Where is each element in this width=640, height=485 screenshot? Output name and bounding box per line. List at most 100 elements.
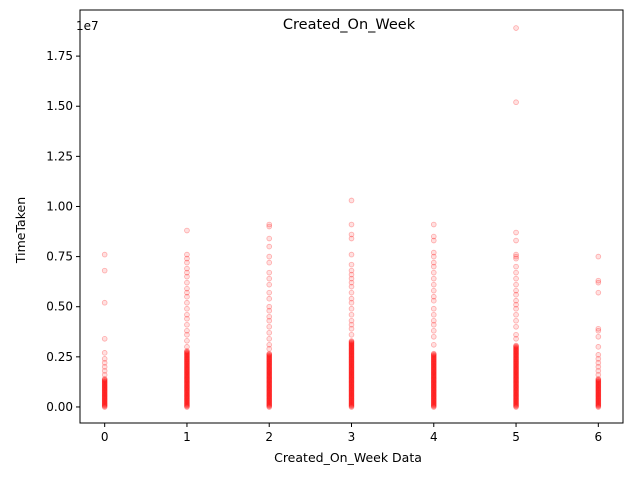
data-point bbox=[430, 394, 437, 400]
data-point bbox=[348, 235, 355, 242]
data-point bbox=[595, 364, 602, 370]
data-point bbox=[266, 329, 273, 336]
data-point bbox=[348, 368, 355, 375]
data-point bbox=[266, 387, 273, 393]
data-point bbox=[101, 401, 108, 408]
data-point bbox=[101, 387, 108, 394]
data-point bbox=[513, 399, 519, 406]
data-point bbox=[430, 390, 437, 397]
data-point bbox=[513, 301, 519, 308]
data-point bbox=[184, 397, 190, 404]
data-point bbox=[513, 371, 519, 378]
data-point bbox=[184, 273, 190, 280]
x-tick-label: 3 bbox=[348, 430, 356, 444]
data-point bbox=[266, 323, 273, 330]
data-point bbox=[101, 387, 108, 393]
data-point bbox=[184, 401, 190, 408]
data-point bbox=[430, 359, 437, 366]
data-point bbox=[184, 371, 190, 378]
data-point bbox=[348, 385, 355, 391]
data-point bbox=[266, 397, 273, 404]
data-point bbox=[595, 377, 602, 384]
data-point bbox=[348, 344, 355, 351]
data-point bbox=[348, 346, 355, 353]
data-point bbox=[184, 350, 190, 356]
data-point bbox=[513, 397, 519, 404]
data-point bbox=[430, 253, 437, 260]
data-point bbox=[184, 305, 190, 312]
data-point bbox=[430, 384, 437, 390]
data-point bbox=[348, 379, 355, 386]
data-point bbox=[595, 392, 602, 399]
data-point bbox=[266, 289, 273, 296]
data-point bbox=[348, 311, 355, 318]
data-point bbox=[101, 391, 108, 398]
data-point bbox=[184, 387, 190, 394]
data-point bbox=[266, 313, 273, 320]
data-point bbox=[513, 345, 519, 352]
data-point bbox=[595, 386, 602, 392]
data-point bbox=[266, 378, 273, 385]
data-point bbox=[595, 368, 602, 374]
data-point bbox=[266, 391, 273, 398]
x-tick-label: 6 bbox=[594, 430, 602, 444]
data-point bbox=[101, 397, 108, 404]
data-point bbox=[513, 354, 519, 361]
data-point bbox=[513, 386, 519, 392]
data-point bbox=[184, 376, 190, 382]
data-point bbox=[513, 335, 519, 342]
data-point bbox=[595, 279, 602, 286]
data-point bbox=[184, 369, 190, 376]
data-point bbox=[430, 372, 437, 379]
data-point bbox=[348, 378, 355, 385]
data-point bbox=[101, 335, 108, 342]
data-point bbox=[430, 350, 437, 357]
data-point bbox=[348, 383, 355, 390]
data-point bbox=[348, 338, 355, 344]
data-point bbox=[430, 297, 437, 304]
data-point bbox=[430, 363, 437, 370]
data-point bbox=[348, 389, 355, 396]
data-point bbox=[348, 400, 355, 407]
data-point bbox=[513, 387, 519, 393]
data-point bbox=[184, 255, 190, 262]
data-point bbox=[184, 353, 190, 360]
data-point bbox=[266, 346, 273, 352]
data-point bbox=[184, 388, 190, 395]
data-point bbox=[348, 275, 355, 282]
data-point bbox=[595, 401, 602, 408]
data-point bbox=[266, 350, 273, 357]
data-point bbox=[266, 380, 273, 387]
y-axis-ticks: 0.00 0.25 0.50 0.75 1.00 1.25 1.50 1.75 bbox=[46, 49, 80, 414]
data-point bbox=[184, 377, 190, 384]
data-point bbox=[513, 99, 519, 106]
data-point bbox=[430, 373, 437, 380]
data-point bbox=[348, 357, 355, 363]
data-point bbox=[184, 327, 190, 334]
data-point bbox=[266, 369, 273, 376]
data-point bbox=[348, 261, 355, 268]
data-point bbox=[513, 381, 519, 388]
data-point bbox=[430, 381, 437, 388]
data-point bbox=[348, 348, 355, 354]
data-point bbox=[348, 317, 355, 324]
data-point bbox=[348, 289, 355, 296]
data-point bbox=[266, 351, 273, 358]
data-point bbox=[430, 378, 437, 385]
data-point bbox=[348, 403, 355, 409]
data-point bbox=[266, 376, 273, 382]
data-point bbox=[184, 361, 190, 368]
data-point bbox=[430, 370, 437, 377]
data-point bbox=[348, 351, 355, 358]
data-point bbox=[266, 375, 273, 381]
data-point bbox=[184, 385, 190, 391]
data-point bbox=[348, 305, 355, 312]
data-point bbox=[184, 285, 190, 292]
data-point bbox=[595, 397, 602, 404]
data-point bbox=[101, 393, 108, 399]
data-point bbox=[513, 287, 519, 294]
data-point bbox=[348, 295, 355, 302]
data-point bbox=[513, 363, 519, 370]
data-point bbox=[430, 317, 437, 324]
y-tick-label: 0.75 bbox=[46, 250, 73, 264]
